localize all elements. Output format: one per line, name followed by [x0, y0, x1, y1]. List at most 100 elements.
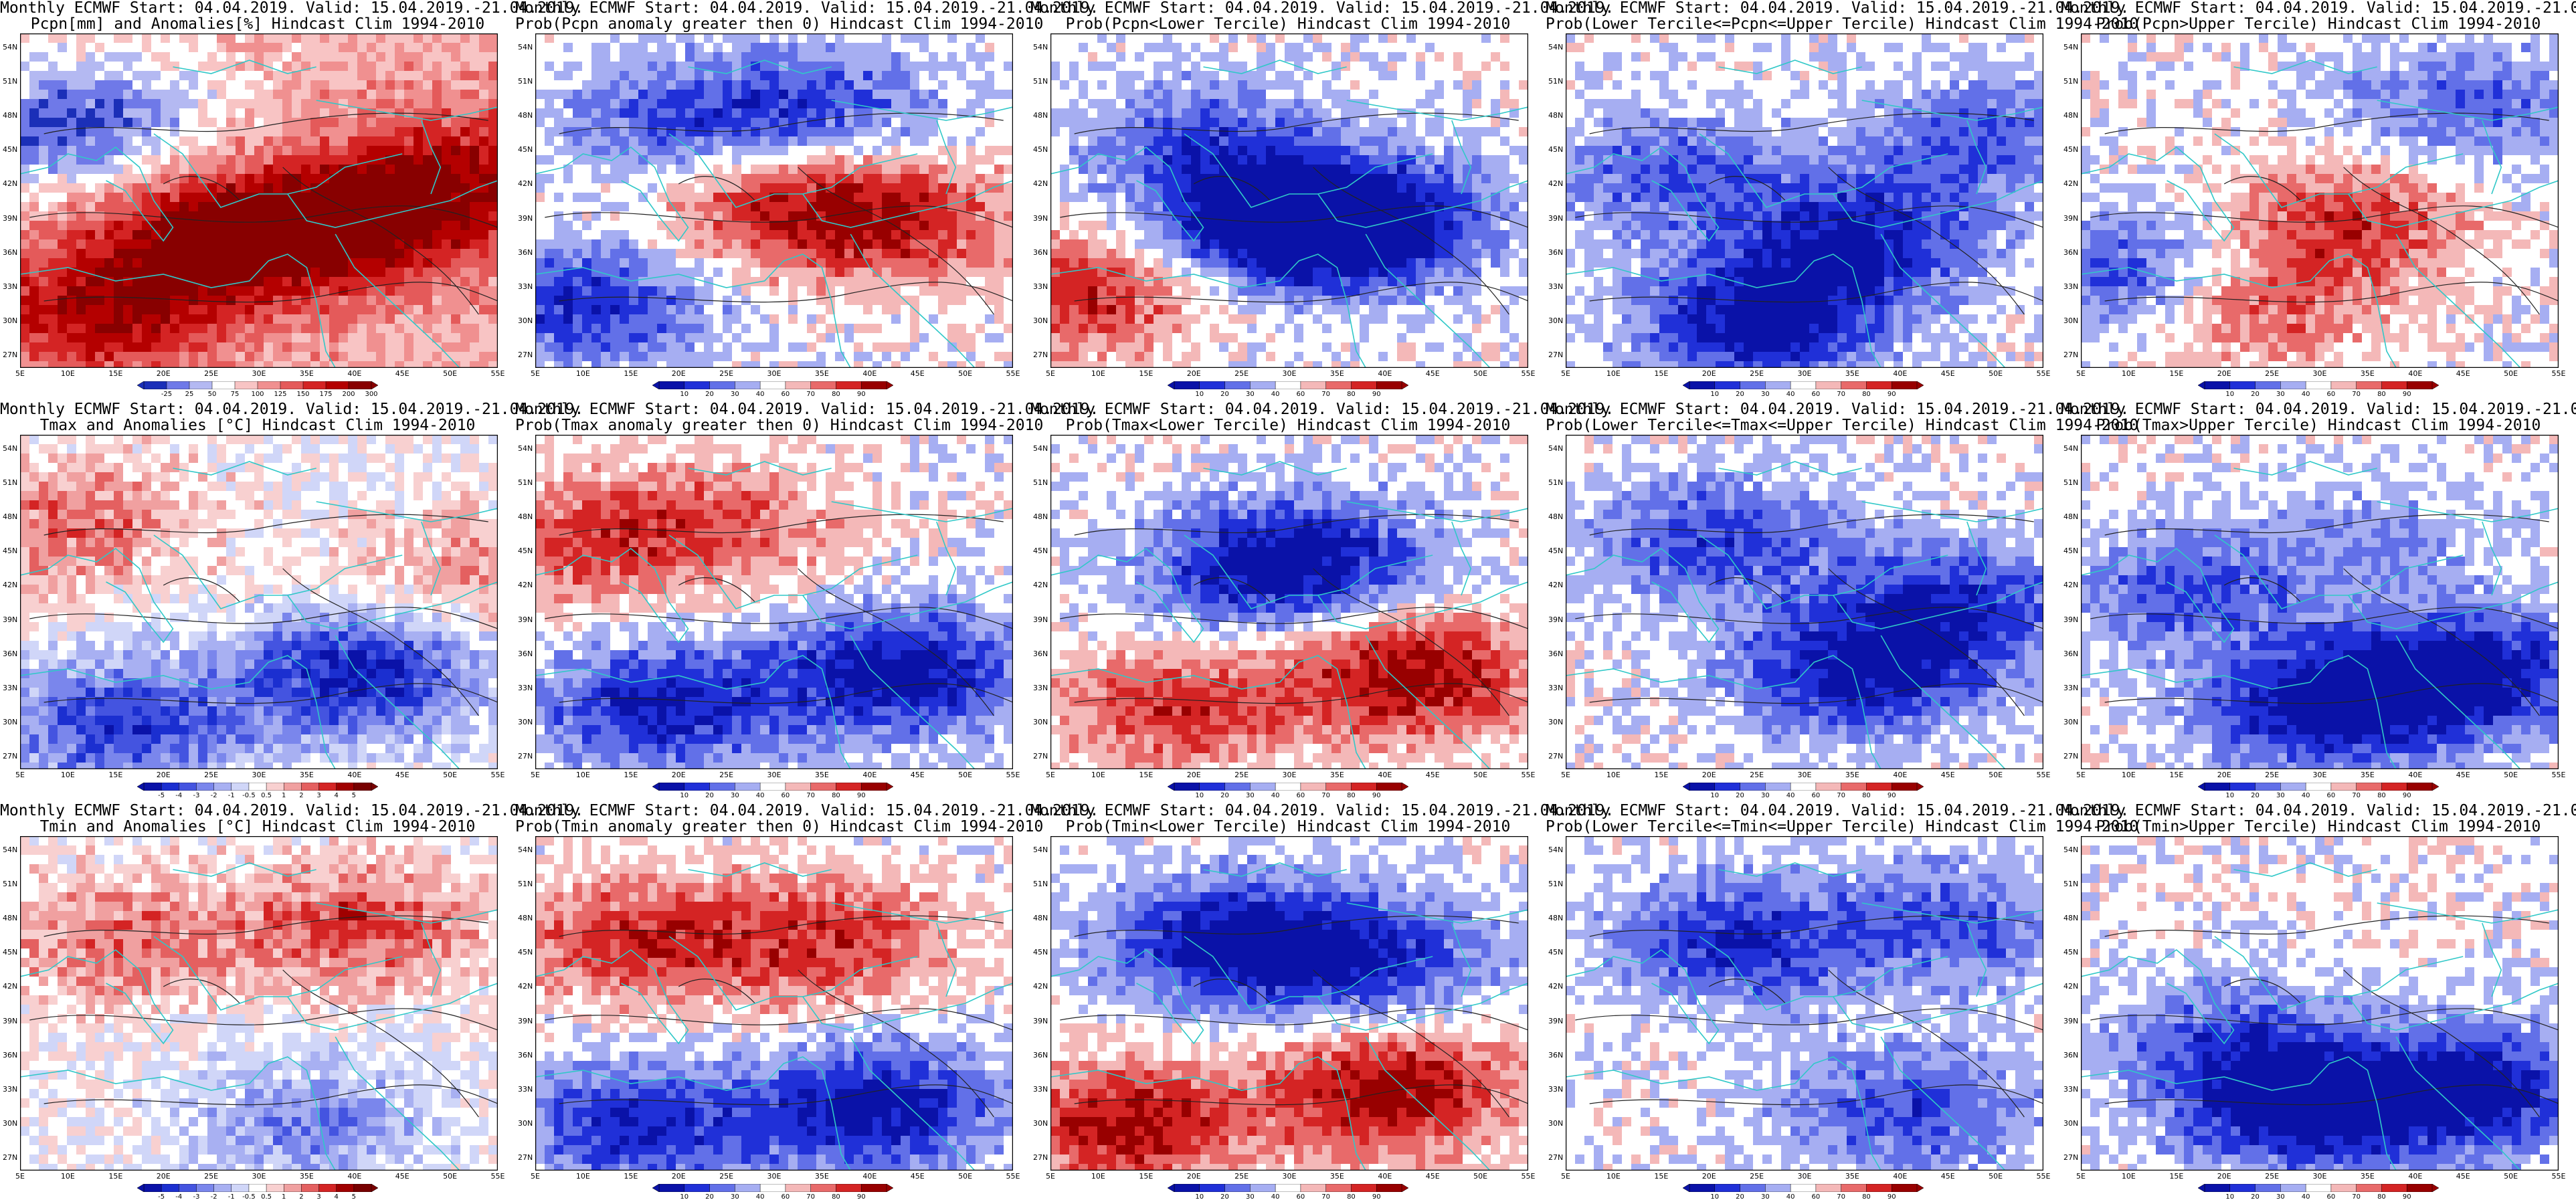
coastline	[831, 902, 1013, 924]
isoline	[545, 205, 1013, 228]
longitude-tick-label: 25E	[719, 369, 733, 378]
color-scale-label: 80	[1347, 391, 1356, 398]
latitude-tick-label: 45N	[3, 546, 17, 555]
color-scale-label: 5	[352, 1193, 356, 1201]
isoline	[2104, 112, 2549, 134]
color-scale-segment	[1815, 783, 1842, 791]
color-scale-segment	[860, 381, 887, 389]
latitude-tick-label: 39N	[1033, 214, 1048, 223]
color-scale-label: 90	[857, 391, 866, 398]
color-scale-label: 20	[705, 1193, 714, 1201]
latitude-tick-label: 39N	[3, 615, 17, 624]
color-scale-label: 20	[2251, 792, 2260, 799]
latitude-tick-label: 36N	[1548, 1051, 1563, 1060]
panel-title-line-2: Prob(Tmax anomaly greater then 0) Hindca…	[515, 417, 1043, 433]
color-scale-label: 20	[2251, 391, 2260, 398]
isoline	[559, 112, 1004, 134]
color-scale-label: 70	[2352, 1193, 2361, 1201]
color-scale-bar	[1683, 381, 1924, 389]
map-panel: Monthly ECMWF Start: 04.04.2019. Valid: …	[2061, 401, 2576, 803]
color-scale-max-arrow	[886, 1184, 893, 1192]
longitude-tick-label: 40E	[2408, 1172, 2422, 1181]
map-panel: Monthly ECMWF Start: 04.04.2019. Valid: …	[2061, 803, 2576, 1204]
color-scale-label: 100	[251, 391, 264, 398]
color-scale-label: 60	[781, 1193, 790, 1201]
panel-title-line-2: Prob(Tmin<Lower Tercile) Hindcast Clim 1…	[1030, 819, 1546, 835]
panel-title-line-1: Monthly ECMWF Start: 04.04.2019. Valid: …	[515, 0, 1099, 16]
isoline	[29, 1008, 498, 1031]
color-scale-segment	[1714, 381, 1741, 389]
color-scale-segment	[1790, 1184, 1817, 1192]
longitude-tick-label: 45E	[1426, 369, 1440, 378]
longitude-tick-label: 50E	[2504, 771, 2518, 779]
longitude-tick-label: 10E	[576, 771, 590, 779]
isoline	[1193, 176, 1271, 201]
latitude-tick-label: 36N	[1033, 248, 1048, 257]
color-scale-label: 40	[756, 1193, 765, 1201]
coastline	[2377, 902, 2559, 924]
longitude-tick-label: 50E	[443, 771, 457, 779]
color-scale-bar	[137, 381, 378, 389]
coastline	[1346, 100, 1528, 121]
color-scale-label: 3	[316, 792, 320, 799]
panel-title-line-1: Monthly ECMWF Start: 04.04.2019. Valid: …	[1030, 401, 1614, 417]
coastline	[1203, 461, 1347, 476]
longitude-tick-label: 55E	[1006, 369, 1020, 378]
color-scale-segment	[348, 381, 372, 389]
color-scale-segment	[266, 1184, 284, 1192]
color-scale-label: 175	[319, 391, 332, 398]
map-frame	[20, 836, 498, 1171]
color-scale-bar	[2198, 783, 2439, 791]
color-scale-segment	[1765, 1184, 1791, 1192]
map-panel: Monthly ECMWF Start: 04.04.2019. Valid: …	[1546, 803, 2138, 1204]
color-scale-segment	[2381, 381, 2407, 389]
coastline	[20, 948, 174, 1045]
color-scale-segment	[143, 783, 162, 791]
coastline	[2214, 534, 2464, 609]
latitude-tick-label: 45N	[3, 145, 17, 154]
color-scale-segment	[1376, 381, 1402, 389]
panel-title-line-2: Prob(Pcpn anomaly greater then 0) Hindca…	[515, 16, 1043, 32]
longitude-tick-label: 50E	[443, 1172, 457, 1181]
isoline	[1074, 683, 1528, 704]
longitude-tick-label: 30E	[1283, 369, 1297, 378]
forecast-map	[1050, 836, 1528, 1171]
color-scale-label: 90	[1888, 1193, 1896, 1201]
coastline	[1184, 534, 1433, 609]
map-panel: Monthly ECMWF Start: 04.04.2019. Valid: …	[1546, 401, 2138, 803]
longitude-tick-label: 45E	[2456, 369, 2470, 378]
field-shading	[2081, 33, 2559, 368]
color-scale-segment	[810, 1184, 837, 1192]
panel-title-line-1: Monthly ECMWF Start: 04.04.2019. Valid: …	[0, 803, 583, 819]
color-scale-bar	[137, 783, 378, 791]
latitude-tick-label: 42N	[1033, 982, 1048, 991]
color-scale-segment	[836, 1184, 862, 1192]
color-scale-segment	[196, 1184, 215, 1192]
longitude-tick-label: 10E	[1091, 1172, 1105, 1181]
panel-title-line-2: Prob(Pcpn<Lower Tercile) Hindcast Clim 1…	[1030, 16, 1546, 32]
longitude-tick-label: 25E	[2265, 771, 2279, 779]
longitude-tick-label: 40E	[1378, 369, 1392, 378]
isoline	[1313, 568, 1509, 716]
longitude-tick-label: 25E	[1750, 771, 1764, 779]
isoline	[29, 607, 498, 629]
longitude-tick-label: 15E	[1139, 369, 1153, 378]
coastline	[831, 100, 1013, 121]
color-scale-bar	[2198, 1184, 2439, 1192]
color-scale-segment	[1275, 381, 1301, 389]
color-scale-label: 60	[1297, 391, 1305, 398]
coastline	[1050, 146, 1204, 242]
coastline	[1346, 902, 1528, 924]
longitude-tick-label: 35E	[1330, 1172, 1344, 1181]
color-scale-max-arrow	[886, 783, 893, 791]
color-scale-label: 90	[2403, 1193, 2411, 1201]
latitude-tick-label: 45N	[1548, 546, 1563, 555]
color-scale-label: 30	[731, 1193, 739, 1201]
coastline	[1346, 501, 1528, 522]
isoline	[2104, 683, 2559, 704]
latitude-tick-label: 30N	[3, 316, 17, 325]
color-scale-label: 40	[2302, 1193, 2310, 1201]
color-scale-label: 10	[2225, 391, 2234, 398]
color-scale-label: 10	[1195, 391, 1204, 398]
color-scale-segment	[1224, 783, 1251, 791]
